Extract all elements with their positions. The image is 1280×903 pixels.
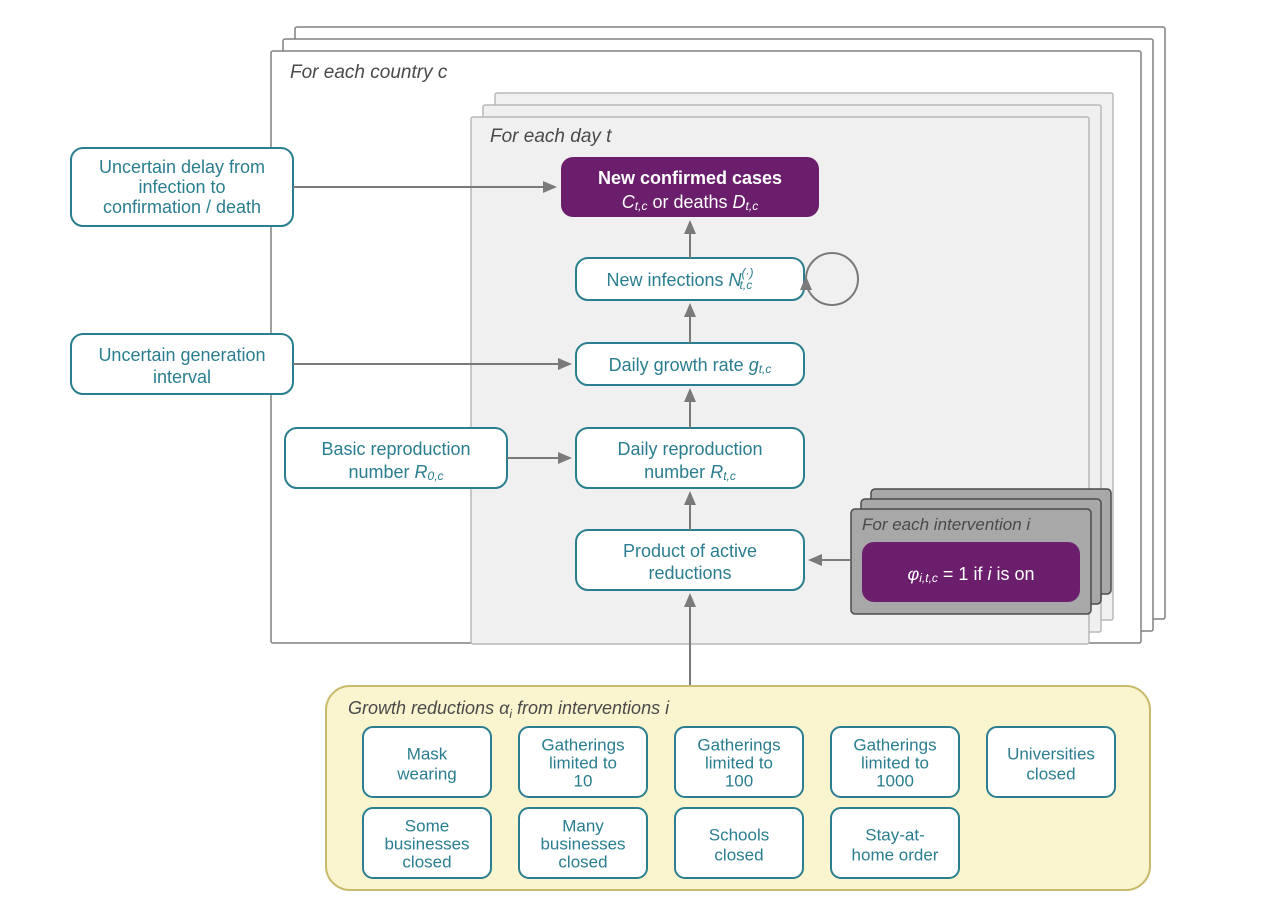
intervention-item: Some businesses closed (363, 808, 491, 878)
intervention-item: Gatherings limited to 100 (675, 727, 803, 797)
intervention-item: Universities closed (987, 727, 1115, 797)
svg-text:Gatherings: Gatherings (853, 735, 936, 754)
svg-text:Universities: Universities (1007, 744, 1095, 763)
node-phi: φi,t,c = 1 if i is on (862, 542, 1080, 602)
node-uncertain-delay: Uncertain delay from infection to confir… (71, 148, 293, 226)
svg-text:closed: closed (558, 852, 607, 871)
svg-text:Gatherings: Gatherings (541, 735, 624, 754)
svg-text:New infections N(·)t,c: New infections N(·)t,c (606, 266, 753, 292)
node-basic-reproduction: Basic reproduction number R0,c (285, 428, 507, 488)
country-panel-title: For each country c (290, 62, 448, 83)
day-panel-title: For each day t (490, 126, 612, 147)
svg-text:New confirmed cases: New confirmed cases (598, 168, 782, 188)
svg-text:limited to: limited to (861, 753, 929, 772)
node-product-reductions: Product of active reductions (576, 530, 804, 590)
interventions-panel-title: Growth reductions αi from interventions … (348, 698, 670, 721)
svg-text:10: 10 (574, 771, 593, 790)
svg-text:Gatherings: Gatherings (697, 735, 780, 754)
svg-text:Product of active: Product of active (623, 541, 757, 561)
intervention-item: Gatherings limited to 10 (519, 727, 647, 797)
svg-text:closed: closed (714, 845, 763, 864)
svg-text:Daily reproduction: Daily reproduction (617, 439, 762, 459)
svg-text:number Rt,c: number Rt,c (644, 462, 736, 483)
svg-text:interval: interval (153, 367, 211, 387)
model-flow-diagram: For each country c For each day t New co… (0, 0, 1280, 903)
svg-text:Stay-at-: Stay-at- (865, 825, 925, 844)
node-generation-interval: Uncertain generation interval (71, 334, 293, 394)
interventions-panel: Growth reductions αi from interventions … (326, 686, 1150, 890)
intervention-item: Many businesses closed (519, 808, 647, 878)
svg-text:businesses: businesses (540, 834, 625, 853)
intervention-item: Schools closed (675, 808, 803, 878)
svg-text:Daily growth rate gt,c: Daily growth rate gt,c (609, 355, 772, 376)
svg-text:Uncertain generation: Uncertain generation (98, 345, 265, 365)
svg-text:wearing: wearing (396, 764, 457, 783)
svg-text:confirmation / death: confirmation / death (103, 197, 261, 217)
svg-text:closed: closed (1026, 764, 1075, 783)
node-daily-reproduction: Daily reproduction number Rt,c (576, 428, 804, 488)
svg-text:home order: home order (852, 845, 939, 864)
svg-text:Mask: Mask (407, 744, 448, 763)
svg-text:infection to: infection to (138, 177, 225, 197)
intervention-item: Mask wearing (363, 727, 491, 797)
svg-text:limited to: limited to (549, 753, 617, 772)
svg-text:100: 100 (725, 771, 753, 790)
svg-text:1000: 1000 (876, 771, 914, 790)
svg-text:Many: Many (562, 816, 604, 835)
svg-text:Some: Some (405, 816, 449, 835)
node-daily-growth-rate: Daily growth rate gt,c (576, 343, 804, 385)
svg-text:reductions: reductions (648, 563, 731, 583)
svg-text:closed: closed (402, 852, 451, 871)
svg-text:limited to: limited to (705, 753, 773, 772)
node-confirmed-cases: New confirmed cases Ct,c or deaths Dt,c (561, 157, 819, 217)
intervention-item: Stay-at- home order (831, 808, 959, 878)
svg-text:Basic reproduction: Basic reproduction (321, 439, 470, 459)
intervention-item: Gatherings limited to 1000 (831, 727, 959, 797)
svg-text:businesses: businesses (384, 834, 469, 853)
intervention-panel-title: For each intervention i (862, 515, 1031, 534)
svg-text:Uncertain delay from: Uncertain delay from (99, 157, 265, 177)
svg-text:Schools: Schools (709, 825, 769, 844)
